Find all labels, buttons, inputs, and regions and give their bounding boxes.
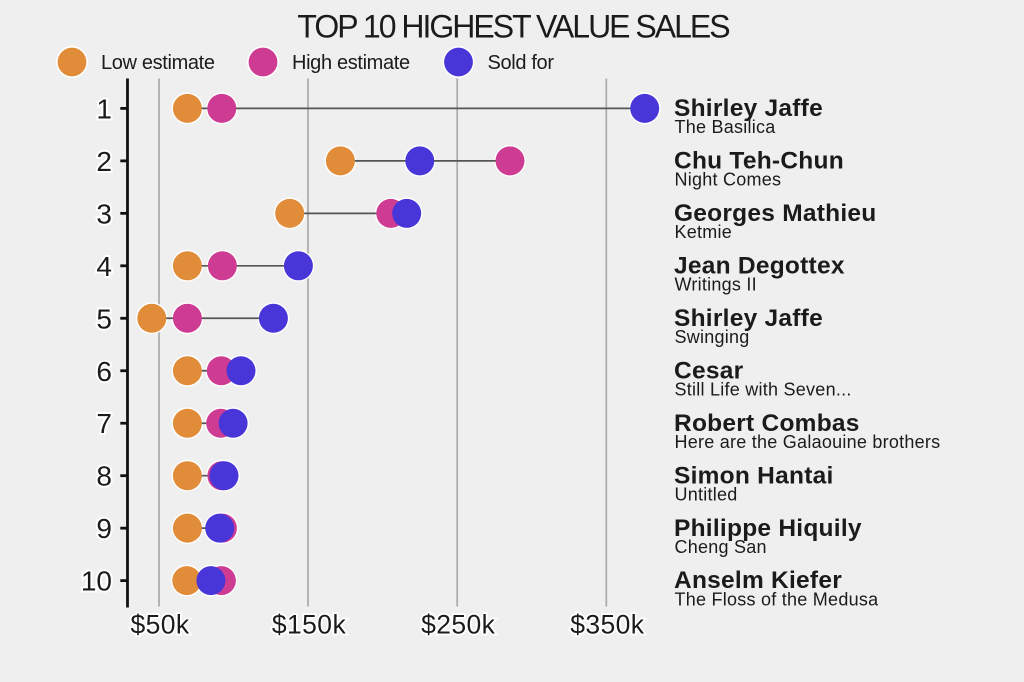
svg-text:Georges Mathieu: Georges Mathieu xyxy=(674,200,877,227)
svg-text:Sold for: Sold for xyxy=(488,52,555,74)
svg-text:$350k: $350k xyxy=(570,610,645,640)
svg-text:$50k: $50k xyxy=(130,610,189,640)
svg-text:Chu Teh-Chun: Chu Teh-Chun xyxy=(674,147,844,174)
svg-text:Anselm Kiefer: Anselm Kiefer xyxy=(674,567,842,594)
svg-text:$150k: $150k xyxy=(272,610,347,640)
svg-text:7: 7 xyxy=(96,408,112,439)
svg-text:The Floss of the Medusa: The Floss of the Medusa xyxy=(675,589,880,609)
svg-text:10: 10 xyxy=(81,566,112,597)
svg-text:5: 5 xyxy=(96,303,112,334)
svg-text:Shirley Jaffe: Shirley Jaffe xyxy=(674,95,823,122)
svg-text:Shirley Jaffe: Shirley Jaffe xyxy=(674,305,823,332)
svg-text:6: 6 xyxy=(96,356,112,387)
svg-text:Jean Degottex: Jean Degottex xyxy=(674,252,845,279)
svg-text:Night Comes: Night Comes xyxy=(675,170,782,190)
svg-text:Swinging: Swinging xyxy=(675,327,750,347)
svg-text:Philippe Hiquily: Philippe Hiquily xyxy=(674,515,862,542)
svg-text:Still Life with Seven...: Still Life with Seven... xyxy=(675,379,852,399)
svg-text:4: 4 xyxy=(96,251,112,282)
svg-text:$250k: $250k xyxy=(421,610,496,640)
svg-text:Ketmie: Ketmie xyxy=(675,222,733,242)
svg-text:TOP 10 HIGHEST VALUE SALES: TOP 10 HIGHEST VALUE SALES xyxy=(297,9,729,45)
svg-text:3: 3 xyxy=(96,198,112,229)
svg-text:Untitled: Untitled xyxy=(675,484,738,504)
svg-text:8: 8 xyxy=(96,461,112,492)
svg-text:Robert Combas: Robert Combas xyxy=(674,410,860,437)
svg-text:Low estimate: Low estimate xyxy=(101,52,215,74)
svg-text:Here are the Galaouine brother: Here are the Galaouine brothers xyxy=(675,432,941,452)
svg-text:1: 1 xyxy=(96,93,112,124)
svg-text:9: 9 xyxy=(96,513,112,544)
svg-text:Writings II: Writings II xyxy=(675,275,757,295)
svg-text:Simon Hantai: Simon Hantai xyxy=(674,462,834,489)
svg-text:High estimate: High estimate xyxy=(292,52,410,74)
svg-text:2: 2 xyxy=(96,146,112,177)
svg-text:Cesar: Cesar xyxy=(674,357,744,384)
svg-text:The Basilica: The Basilica xyxy=(675,117,777,137)
svg-text:Cheng San: Cheng San xyxy=(675,537,767,557)
